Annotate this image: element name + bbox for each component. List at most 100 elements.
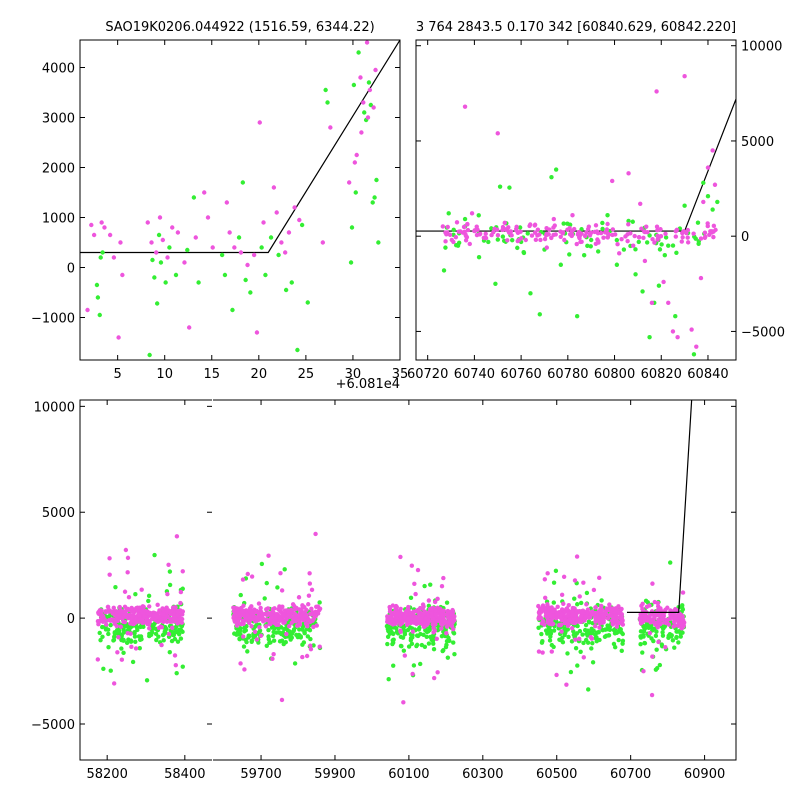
data-point [440, 224, 446, 229]
data-point [219, 252, 225, 258]
data-point [313, 613, 318, 619]
data-point [174, 670, 179, 676]
data-point [133, 592, 138, 597]
data-point [600, 627, 605, 633]
data-point [574, 241, 579, 247]
data-point [559, 629, 564, 634]
data-point [283, 287, 289, 293]
data-point [155, 619, 161, 624]
data-point [144, 678, 150, 683]
data-point [613, 232, 618, 237]
data-point [585, 640, 591, 645]
data-point [278, 571, 283, 576]
data-point [577, 235, 582, 241]
data-point [399, 611, 404, 616]
data-point [390, 638, 395, 643]
data-point [149, 616, 155, 622]
cluster-1-2-green [536, 568, 626, 692]
data-point [662, 624, 667, 629]
data-point [651, 638, 656, 644]
data-point [141, 604, 146, 610]
data-point [515, 245, 520, 251]
data-point [175, 230, 181, 235]
data-point [234, 623, 240, 628]
data-point [172, 636, 178, 642]
x-tick-label: 60700 [610, 767, 651, 782]
data-point [599, 598, 604, 603]
plot-frame [79, 39, 401, 361]
data-point [445, 224, 450, 230]
data-point [173, 272, 179, 278]
x-tick-label: 15 [203, 367, 220, 382]
data-point [264, 617, 269, 623]
model-line [80, 40, 400, 254]
data-point [614, 624, 620, 629]
data-point [451, 239, 456, 245]
data-point [294, 618, 300, 623]
data-point [710, 148, 715, 153]
data-point [521, 250, 527, 256]
data-point [428, 625, 433, 630]
data-point [110, 611, 116, 616]
data-point [146, 598, 151, 604]
data-point [205, 215, 211, 220]
data-point [584, 230, 589, 235]
data-point [562, 620, 567, 626]
data-point [680, 607, 686, 612]
data-point [112, 634, 117, 639]
data-point [519, 236, 524, 241]
data-point [297, 627, 302, 632]
data-point [702, 230, 708, 235]
data-point [613, 609, 619, 614]
data-point [279, 697, 285, 703]
data-point [289, 280, 294, 285]
data-point [107, 572, 112, 577]
data-point [662, 253, 668, 258]
data-point [364, 40, 370, 45]
data-point [239, 609, 245, 615]
data-point [641, 669, 646, 674]
data-point [660, 614, 665, 619]
data-point [617, 251, 622, 256]
data-point [685, 227, 691, 233]
data-point [314, 604, 319, 610]
data-point [707, 232, 712, 238]
data-point [167, 569, 173, 574]
data-point [574, 313, 580, 319]
data-point [597, 621, 602, 626]
data-point [578, 649, 583, 654]
data-point [290, 608, 295, 613]
data-point [586, 224, 592, 229]
data-point [584, 602, 589, 607]
data-point [612, 631, 618, 636]
data-point [235, 606, 240, 611]
data-point [548, 628, 553, 633]
data-point [126, 637, 131, 642]
data-point [579, 227, 584, 232]
data-point [652, 621, 658, 627]
data-point [154, 250, 159, 255]
data-point [542, 622, 547, 627]
data-point [547, 607, 552, 612]
data-point [304, 622, 310, 627]
data-point [538, 615, 544, 620]
data-point [104, 622, 109, 627]
data-point [400, 619, 406, 624]
data-point [393, 603, 399, 609]
data-point [489, 226, 494, 231]
data-point [438, 621, 444, 627]
data-point [594, 611, 600, 616]
data-point [398, 554, 403, 560]
data-point [91, 232, 97, 238]
data-point [157, 215, 163, 220]
data-point [180, 664, 185, 669]
data-point [598, 230, 604, 236]
data-point [422, 620, 428, 626]
data-point [505, 238, 510, 243]
data-point [633, 272, 638, 277]
data-point [137, 616, 143, 622]
data-point [572, 633, 578, 638]
data-point [240, 180, 246, 185]
series-0 [94, 50, 381, 358]
data-point [447, 638, 452, 644]
